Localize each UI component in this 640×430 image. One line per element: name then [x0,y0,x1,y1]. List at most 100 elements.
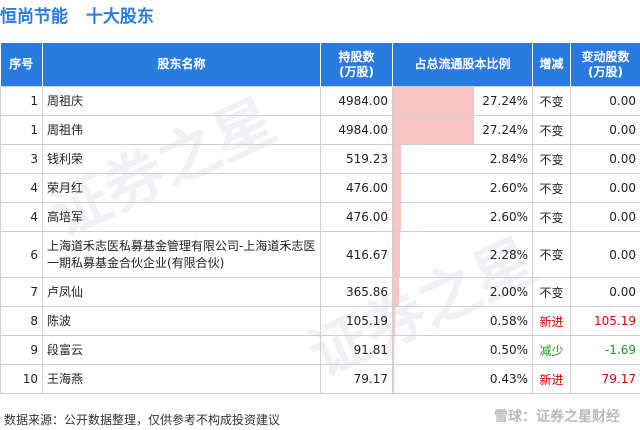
ratio-bar [393,336,395,364]
ratio-value: 27.24% [482,123,528,137]
change-shares: 0.00 [570,202,640,232]
shareholder-name: 高培军 [42,202,321,232]
col-header-name: 股东名称 [42,43,321,87]
change-type: 不变 [532,115,571,145]
row-index: 4 [0,173,43,203]
row-index: 10 [0,364,43,394]
shareholder-name: 陈波 [42,306,321,336]
brand-watermark: 雪球：证券之星财经 [494,409,620,425]
change-type: 不变 [532,86,571,116]
ratio-cell: 2.60% [392,173,533,203]
row-index: 8 [0,306,43,336]
section-title: 十大股东 [85,7,154,27]
table-row: 3 钱利荣 519.23 2.84% 不变 0.00 [0,144,640,174]
shares-held: 4984.00 [320,115,393,145]
ratio-cell: 27.24% [392,86,533,116]
shares-held: 91.81 [320,335,393,365]
shares-held: 476.00 [320,173,393,203]
shareholder-name: 周祖庆 [42,86,321,116]
change-shares: 0.00 [570,115,640,145]
table-row: 9 段富云 91.81 0.50% 减少 -1.69 [0,335,640,365]
ratio-value: 2.60% [489,181,528,195]
row-index: 3 [0,144,43,174]
page-title: 恒尚节能 十大股东 [0,2,166,28]
ratio-value: 27.24% [482,94,528,108]
change-type: 减少 [532,335,571,365]
ratio-cell: 0.43% [392,364,533,394]
table-row: 6 上海道禾志医私募基金管理有限公司-上海道禾志医一期私募基金合伙企业(有限合伙)… [0,231,640,278]
ratio-bar [393,307,395,335]
ratio-bar [393,203,401,231]
table-row: 10 王海燕 79.17 0.43% 新进 79.17 [0,364,640,394]
data-source-note: 数据来源：公开数据整理，仅供参考不构成投资建议 [4,413,281,427]
ratio-cell: 0.50% [392,335,533,365]
ratio-value: 2.84% [489,152,528,166]
ratio-value: 0.50% [489,343,528,357]
col-header-change-type: 增减 [532,43,571,87]
ratio-cell: 0.58% [392,306,533,336]
row-index: 4 [0,202,43,232]
ratio-cell: 2.00% [392,277,533,307]
ratio-bar [393,365,395,393]
ratio-value: 0.43% [489,372,528,386]
ratio-cell: 2.28% [392,231,533,278]
col-header-shares: 持股数 (万股) [320,43,393,87]
change-shares: 0.00 [570,144,640,174]
ratio-bar [393,278,399,306]
row-index: 1 [0,115,43,145]
shareholder-name: 段富云 [42,335,321,365]
change-type: 不变 [532,173,571,203]
row-index: 9 [0,335,43,365]
row-index: 6 [0,231,43,278]
ratio-cell: 2.60% [392,202,533,232]
col-header-ratio: 占总流通股本比例 [392,43,533,87]
shareholder-name: 上海道禾志医私募基金管理有限公司-上海道禾志医一期私募基金合伙企业(有限合伙) [42,231,321,278]
table-row: 1 周祖伟 4984.00 27.24% 不变 0.00 [0,115,640,145]
change-type: 不变 [532,277,571,307]
change-shares: 0.00 [570,231,640,278]
ratio-cell: 27.24% [392,115,533,145]
change-type: 不变 [532,231,571,278]
shareholder-name: 钱利荣 [42,144,321,174]
change-shares: -1.69 [570,335,640,365]
company-name: 恒尚节能 [0,7,68,27]
shares-held: 105.19 [320,306,393,336]
table-row: 8 陈波 105.19 0.58% 新进 105.19 [0,306,640,336]
shares-held: 416.67 [320,231,393,278]
shares-held: 4984.00 [320,86,393,116]
change-shares: 0.00 [570,173,640,203]
shares-held: 79.17 [320,364,393,394]
change-type: 不变 [532,144,571,174]
ratio-value: 2.00% [489,285,528,299]
table-row: 1 周祖庆 4984.00 27.24% 不变 0.00 [0,86,640,116]
shareholder-name: 周祖伟 [42,115,321,145]
ratio-bar [393,232,400,277]
change-shares: 0.00 [570,277,640,307]
shares-held: 476.00 [320,202,393,232]
change-type: 新进 [532,306,571,336]
table-header-row: 序号 股东名称 持股数 (万股) 占总流通股本比例 增减 变动股数 (万股) [0,43,640,87]
ratio-bar [393,174,401,202]
change-type: 新进 [532,364,571,394]
shareholder-name: 王海燕 [42,364,321,394]
table-row: 4 荣月红 476.00 2.60% 不变 0.00 [0,173,640,203]
change-shares: 0.00 [570,86,640,116]
ratio-bar [393,145,402,173]
ratio-cell: 2.84% [392,144,533,174]
shareholder-name: 荣月红 [42,173,321,203]
ratio-bar [393,87,474,115]
row-index: 1 [0,86,43,116]
table-row: 4 高培军 476.00 2.60% 不变 0.00 [0,202,640,232]
change-type: 不变 [532,202,571,232]
shareholder-name: 卢凤仙 [42,277,321,307]
shares-held: 365.86 [320,277,393,307]
ratio-value: 2.60% [489,210,528,224]
change-shares: 105.19 [570,306,640,336]
row-index: 7 [0,277,43,307]
change-shares: 79.17 [570,364,640,394]
table-row: 7 卢凤仙 365.86 2.00% 不变 0.00 [0,277,640,307]
ratio-value: 0.58% [489,314,528,328]
col-header-change: 变动股数 (万股) [570,43,640,87]
ratio-value: 2.28% [489,247,528,262]
shares-held: 519.23 [320,144,393,174]
